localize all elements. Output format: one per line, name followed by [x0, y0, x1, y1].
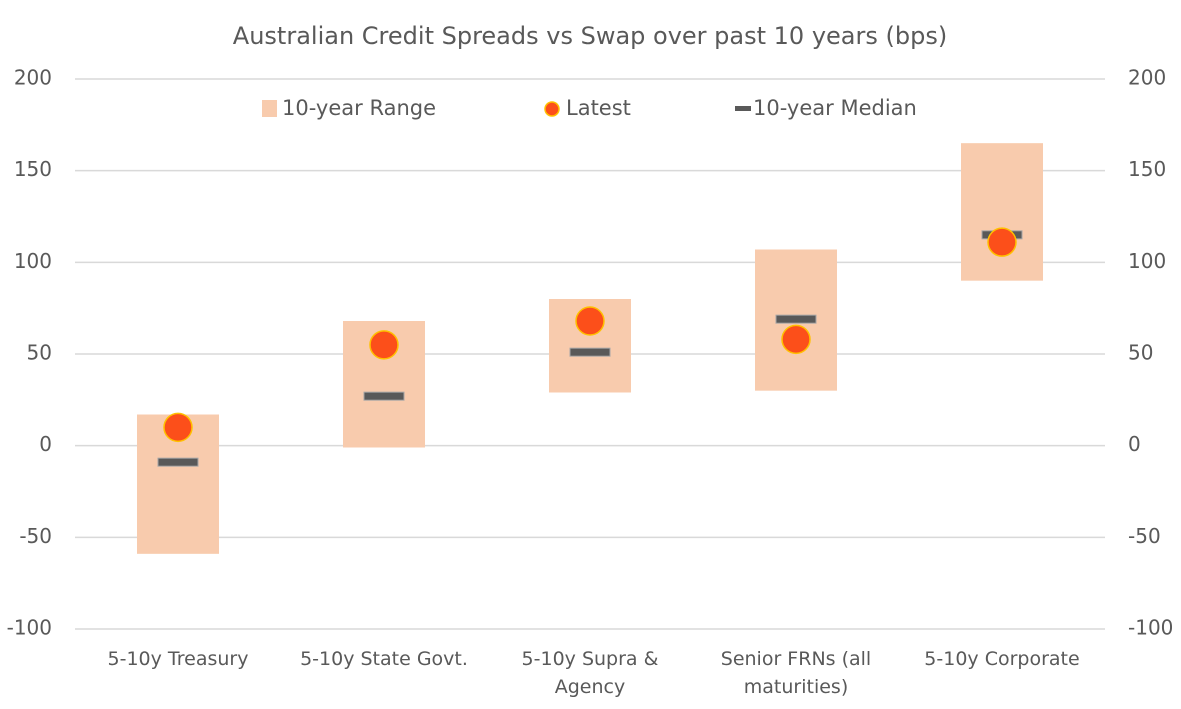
latest-dot	[575, 306, 605, 336]
legend-label: Latest	[566, 96, 631, 120]
legend-swatch	[262, 100, 277, 117]
y-tick-label: -100	[7, 616, 52, 640]
legend-swatch	[735, 106, 751, 111]
median-marker	[569, 347, 611, 357]
range-bar	[961, 143, 1043, 281]
x-tick-label: 5-10y Corporate	[924, 648, 1080, 670]
latest-dot	[163, 412, 193, 443]
latest-dot	[369, 330, 399, 360]
y2-tick-label: 150	[1128, 157, 1166, 181]
y-tick-label: 200	[14, 66, 52, 90]
y-tick-label: 0	[39, 432, 52, 456]
y2-tick-label: 0	[1128, 432, 1141, 456]
x-tick-label: 5-10y State Govt.	[300, 648, 468, 670]
y-tick-label: 50	[27, 341, 52, 365]
y2-tick-label: 100	[1128, 249, 1166, 273]
median-marker	[363, 391, 405, 401]
latest-dot	[987, 227, 1017, 257]
latest-dot	[781, 324, 811, 355]
median-marker	[775, 314, 817, 324]
x-tick-label: Senior FRNs (all maturities)	[720, 648, 872, 698]
y-tick-label: 100	[14, 249, 52, 273]
y2-tick-label: 200	[1128, 66, 1166, 90]
y2-tick-label: 50	[1128, 341, 1153, 365]
y2-tick-label: -50	[1128, 524, 1161, 548]
x-tick-label: 5-10y Supra & Agency	[521, 648, 659, 698]
legend-swatch	[544, 101, 560, 117]
chart-title: Australian Credit Spreads vs Swap over p…	[233, 22, 947, 50]
median-marker	[157, 457, 199, 467]
y2-tick-label: -100	[1128, 616, 1173, 640]
legend-label: 10-year Range	[282, 96, 436, 120]
y-tick-label: -50	[19, 524, 52, 548]
x-tick-label: 5-10y Treasury	[107, 648, 249, 670]
legend-label: 10-year Median	[753, 96, 917, 120]
y-tick-label: 150	[14, 157, 52, 181]
